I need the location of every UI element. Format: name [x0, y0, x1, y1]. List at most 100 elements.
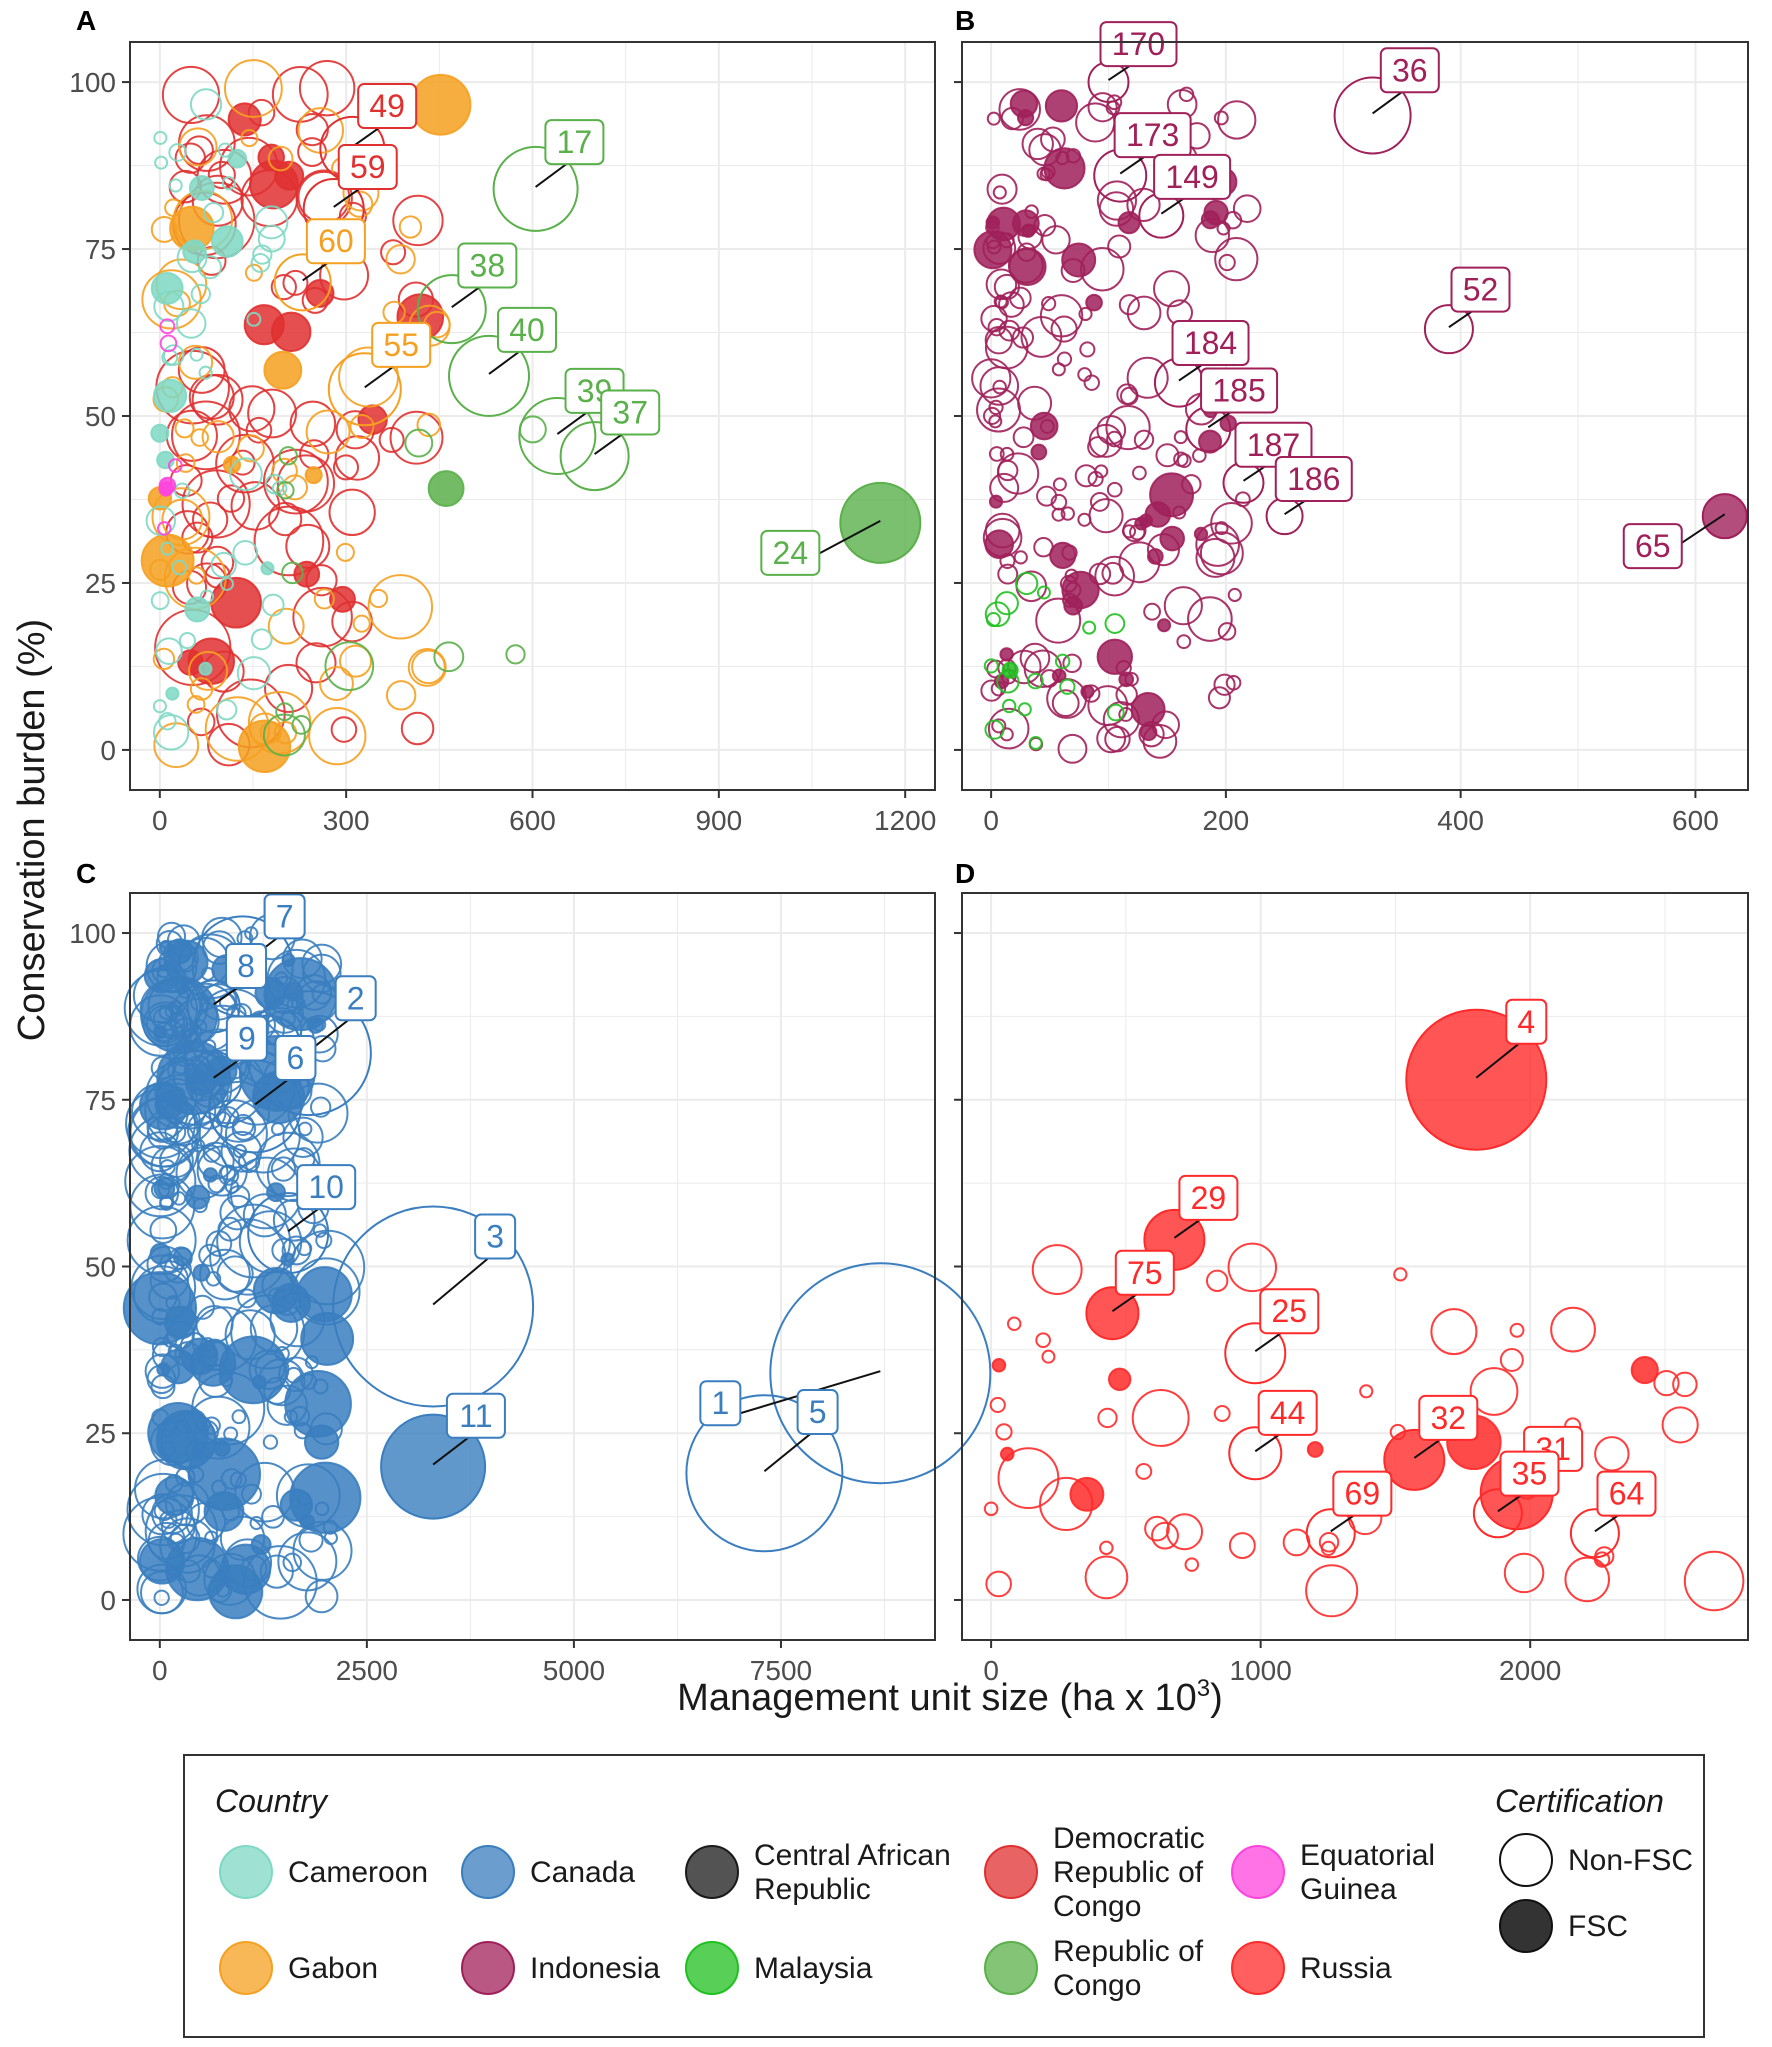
bubble — [1006, 1316, 1022, 1332]
bubble — [1061, 544, 1078, 561]
bubble — [300, 1014, 339, 1054]
bubble — [130, 1254, 197, 1321]
bubble — [159, 1517, 216, 1574]
bubble — [144, 1353, 181, 1389]
bubble — [433, 641, 465, 673]
y-tick-label: 25 — [85, 568, 116, 599]
bubble — [1213, 1405, 1231, 1422]
bubble-label: 44 — [1270, 1395, 1306, 1431]
labeled-bubble — [1305, 1508, 1356, 1559]
bubble-label: 59 — [350, 149, 386, 185]
bubble — [983, 658, 999, 674]
bubble — [285, 1366, 303, 1384]
bubble — [389, 410, 444, 465]
x-tick-label: 1000 — [1230, 1655, 1292, 1686]
bubble — [141, 269, 202, 330]
bubble — [1207, 686, 1231, 710]
labeled-bubble — [1405, 1008, 1548, 1151]
bubble-label: 69 — [1345, 1476, 1381, 1512]
bubble — [1153, 270, 1191, 308]
bubble — [992, 185, 1007, 200]
bubble — [189, 88, 223, 121]
labeled-bubble — [1333, 76, 1412, 155]
legend-frame — [183, 1754, 1705, 2038]
bubble — [392, 194, 444, 247]
bubble — [1117, 211, 1141, 235]
bubble-label: 35 — [1512, 1456, 1548, 1492]
bubble — [315, 1231, 333, 1249]
bubble — [175, 308, 207, 339]
bubble — [149, 1216, 178, 1245]
bubble — [267, 607, 305, 645]
legend-country-label: Republic — [754, 1873, 871, 1906]
bubble — [1017, 702, 1032, 717]
bubble — [1139, 723, 1158, 742]
bubble — [1097, 1407, 1118, 1429]
bubble — [1135, 1463, 1153, 1480]
bubble — [1102, 701, 1140, 739]
bubble — [210, 551, 237, 579]
bubble — [171, 400, 241, 471]
bubble — [159, 318, 176, 335]
bubble — [153, 290, 185, 322]
bubble — [174, 418, 195, 439]
bubble — [166, 1029, 204, 1067]
labeled-bubble — [1085, 1286, 1140, 1341]
legend-swatch — [685, 1845, 739, 1899]
bubble — [282, 1552, 303, 1573]
bubble — [1318, 1532, 1340, 1553]
bubble — [1059, 574, 1078, 593]
bubble — [223, 59, 283, 118]
bubble — [178, 632, 197, 650]
labeled-bubble — [1383, 1428, 1446, 1491]
x-tick-label: 2500 — [336, 1655, 398, 1686]
bubble — [277, 1531, 338, 1592]
x-tick-label: 2000 — [1499, 1655, 1561, 1686]
bubble — [287, 1082, 349, 1144]
labeled-bubble — [416, 274, 487, 345]
label-box — [1178, 1174, 1239, 1221]
bubble — [1087, 436, 1109, 458]
bubble-label: 17 — [557, 124, 593, 160]
bubble — [1503, 1552, 1545, 1594]
bubble-label: 184 — [1184, 325, 1237, 361]
bubble — [1146, 533, 1180, 567]
labeled-bubble — [492, 145, 579, 232]
labeled-bubble — [380, 1413, 487, 1520]
bubble — [264, 663, 314, 713]
bubble — [136, 1563, 188, 1615]
bubble-label: 65 — [1635, 528, 1671, 564]
bubble — [190, 283, 211, 305]
y-tick-label: 100 — [69, 918, 116, 949]
bubble — [215, 1111, 232, 1128]
label-box — [1274, 455, 1353, 502]
bubble — [160, 541, 175, 556]
bubble — [154, 155, 169, 170]
label-box — [760, 529, 821, 576]
label-box — [296, 1164, 357, 1211]
bubble — [244, 926, 259, 941]
bubble — [1672, 1371, 1698, 1398]
bubble — [988, 399, 1004, 415]
legend-country-label: Malaysia — [754, 1952, 873, 1985]
bubble — [282, 1116, 324, 1158]
bubble — [1021, 223, 1036, 238]
y-tick-label: 50 — [85, 401, 116, 432]
bubble — [1214, 521, 1229, 536]
bubble-label: 36 — [1392, 52, 1428, 88]
bubble — [1173, 451, 1189, 467]
bubble — [304, 1579, 339, 1614]
x-tick-label: 900 — [695, 805, 742, 836]
bubble — [1430, 1308, 1478, 1356]
bubble — [191, 373, 244, 426]
bubble — [308, 707, 367, 766]
labeled-bubble — [559, 421, 630, 492]
labeled-bubble — [186, 979, 241, 1034]
labeled-bubble — [184, 1050, 243, 1109]
bubble-label: 3 — [486, 1219, 504, 1255]
label-box — [305, 218, 366, 265]
bubble-label: 11 — [459, 1398, 492, 1434]
y-tick-label: 75 — [85, 1085, 116, 1116]
bubble-label: 7 — [276, 898, 294, 934]
bubble — [1079, 341, 1096, 358]
